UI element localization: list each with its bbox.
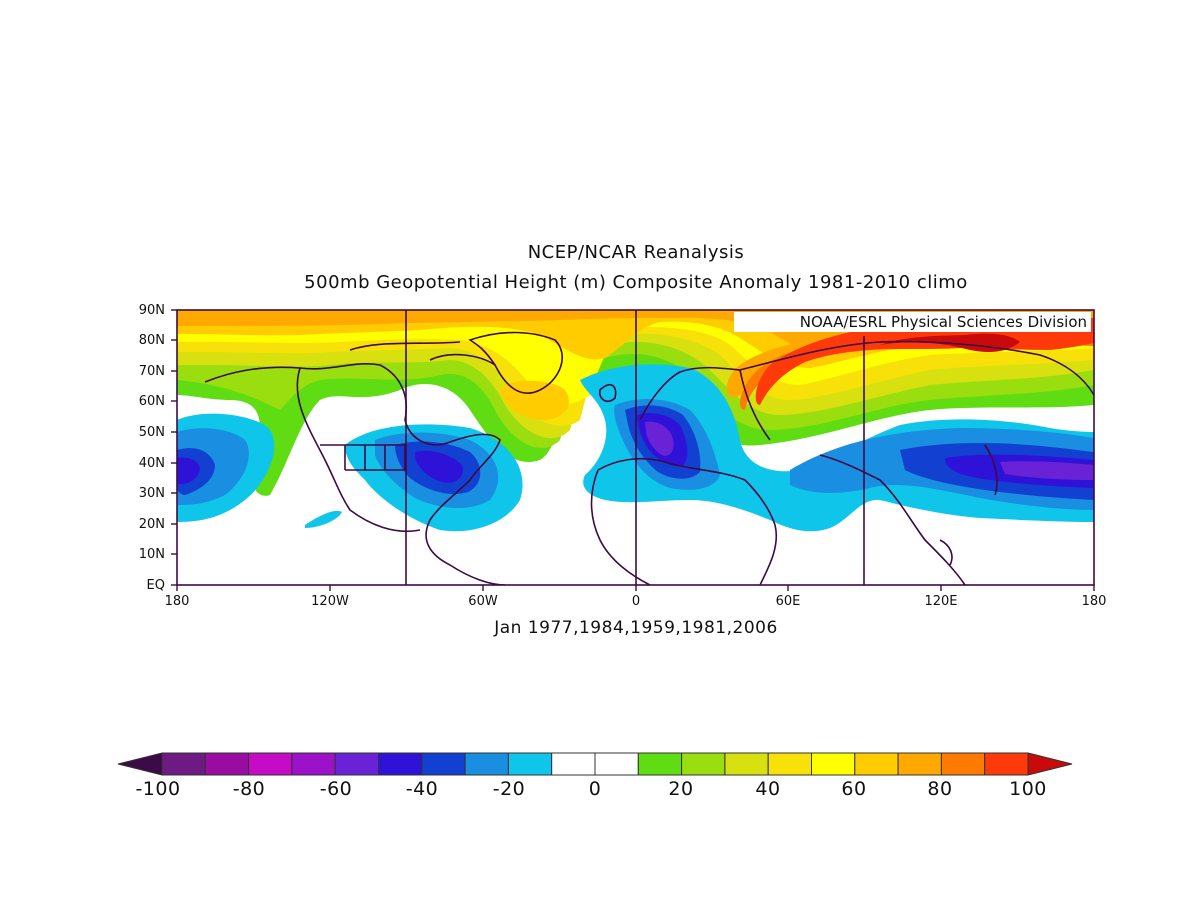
colorbar-label: -80 (232, 778, 266, 800)
colorbar-label: -20 (492, 778, 526, 800)
colorbar-swatch (594, 752, 639, 776)
lat-label: 60N (138, 394, 165, 409)
chart-title: NCEP/NCAR Reanalysis (527, 242, 745, 263)
lon-label: 60E (775, 594, 801, 609)
credit-label: NOAA/ESRL Physical Sciences Division (734, 312, 1091, 332)
axis-ticks (171, 309, 1095, 591)
lat-label: 90N (138, 303, 165, 318)
lat-label: 30N (138, 486, 165, 501)
meridian-lines (405, 310, 865, 585)
colorbar-swatch (204, 752, 250, 776)
colorbar-swatch (637, 752, 683, 776)
colorbar-label: 100 (1009, 778, 1047, 800)
colorbar-label: 40 (755, 778, 781, 800)
lat-label: 50N (138, 425, 165, 440)
chart-subtitle: 500mb Geopotential Height (m) Composite … (304, 272, 968, 293)
colorbar-swatch (161, 752, 206, 776)
colorbar-arrow-high (1027, 752, 1073, 776)
lon-label: 120E (924, 594, 958, 609)
composite-years: Jan 1977,1984,1959,1981,2006 (494, 618, 778, 638)
lat-label: 40N (138, 456, 165, 471)
colorbar-swatch (767, 752, 813, 776)
coastlines (204, 331, 1094, 585)
colorbar-swatch (724, 752, 769, 776)
colorbar-label: -100 (135, 778, 181, 800)
colorbar-swatch (897, 752, 942, 776)
lat-label: 70N (138, 364, 165, 379)
colorbar-swatch (378, 752, 423, 776)
colorbar-swatch (551, 752, 596, 776)
lon-label: 60W (468, 594, 498, 609)
colorbar-swatch (854, 752, 899, 776)
lon-label: 120W (311, 594, 349, 609)
lat-label: 10N (138, 547, 165, 562)
colorbar-swatch (291, 752, 336, 776)
colorbar-label: 80 (927, 778, 953, 800)
colorbar-label: -40 (405, 778, 439, 800)
colorbar (117, 752, 1073, 776)
colorbar-swatch (811, 752, 856, 776)
lon-label: 180 (164, 594, 190, 609)
colorbar-swatch (507, 752, 553, 776)
lon-label: 180 (1081, 594, 1107, 609)
colorbar-swatch (334, 752, 380, 776)
lat-label: EQ (146, 578, 165, 593)
colorbar-swatch (984, 752, 1029, 776)
colorbar-label: 0 (588, 778, 602, 800)
colorbar-swatch (421, 752, 466, 776)
lon-label: 0 (631, 594, 641, 609)
colorbar-label: 20 (668, 778, 694, 800)
colorbar-swatch (464, 752, 509, 776)
colorbar-swatch (940, 752, 986, 776)
lat-label: 20N (138, 517, 165, 532)
colorbar-swatch (681, 752, 726, 776)
colorbar-label: 60 (841, 778, 867, 800)
lat-label: 80N (138, 333, 165, 348)
colorbar-arrow-low (117, 752, 163, 776)
colorbar-label: -60 (319, 778, 353, 800)
colorbar-swatch (248, 752, 293, 776)
